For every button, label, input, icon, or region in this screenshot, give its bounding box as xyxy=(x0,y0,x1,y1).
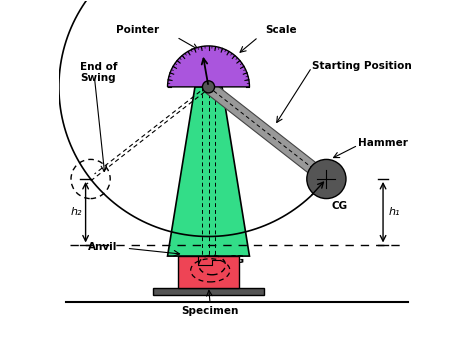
Text: CG: CG xyxy=(228,255,244,265)
Text: Anvil: Anvil xyxy=(88,242,118,252)
Polygon shape xyxy=(167,87,249,256)
Text: h₂: h₂ xyxy=(71,207,82,217)
Text: Starting Position: Starting Position xyxy=(312,61,411,70)
Polygon shape xyxy=(205,82,330,184)
Text: CG: CG xyxy=(332,201,348,211)
Text: Hammer: Hammer xyxy=(358,138,408,148)
Text: End of
Swing: End of Swing xyxy=(80,62,118,83)
Polygon shape xyxy=(153,288,264,295)
Wedge shape xyxy=(167,46,249,87)
Text: h₁: h₁ xyxy=(388,207,400,217)
Text: Pointer: Pointer xyxy=(116,25,159,35)
Circle shape xyxy=(202,81,215,93)
Circle shape xyxy=(307,159,346,199)
Text: Specimen: Specimen xyxy=(182,306,239,316)
Text: Scale: Scale xyxy=(265,25,297,35)
Polygon shape xyxy=(178,256,239,288)
